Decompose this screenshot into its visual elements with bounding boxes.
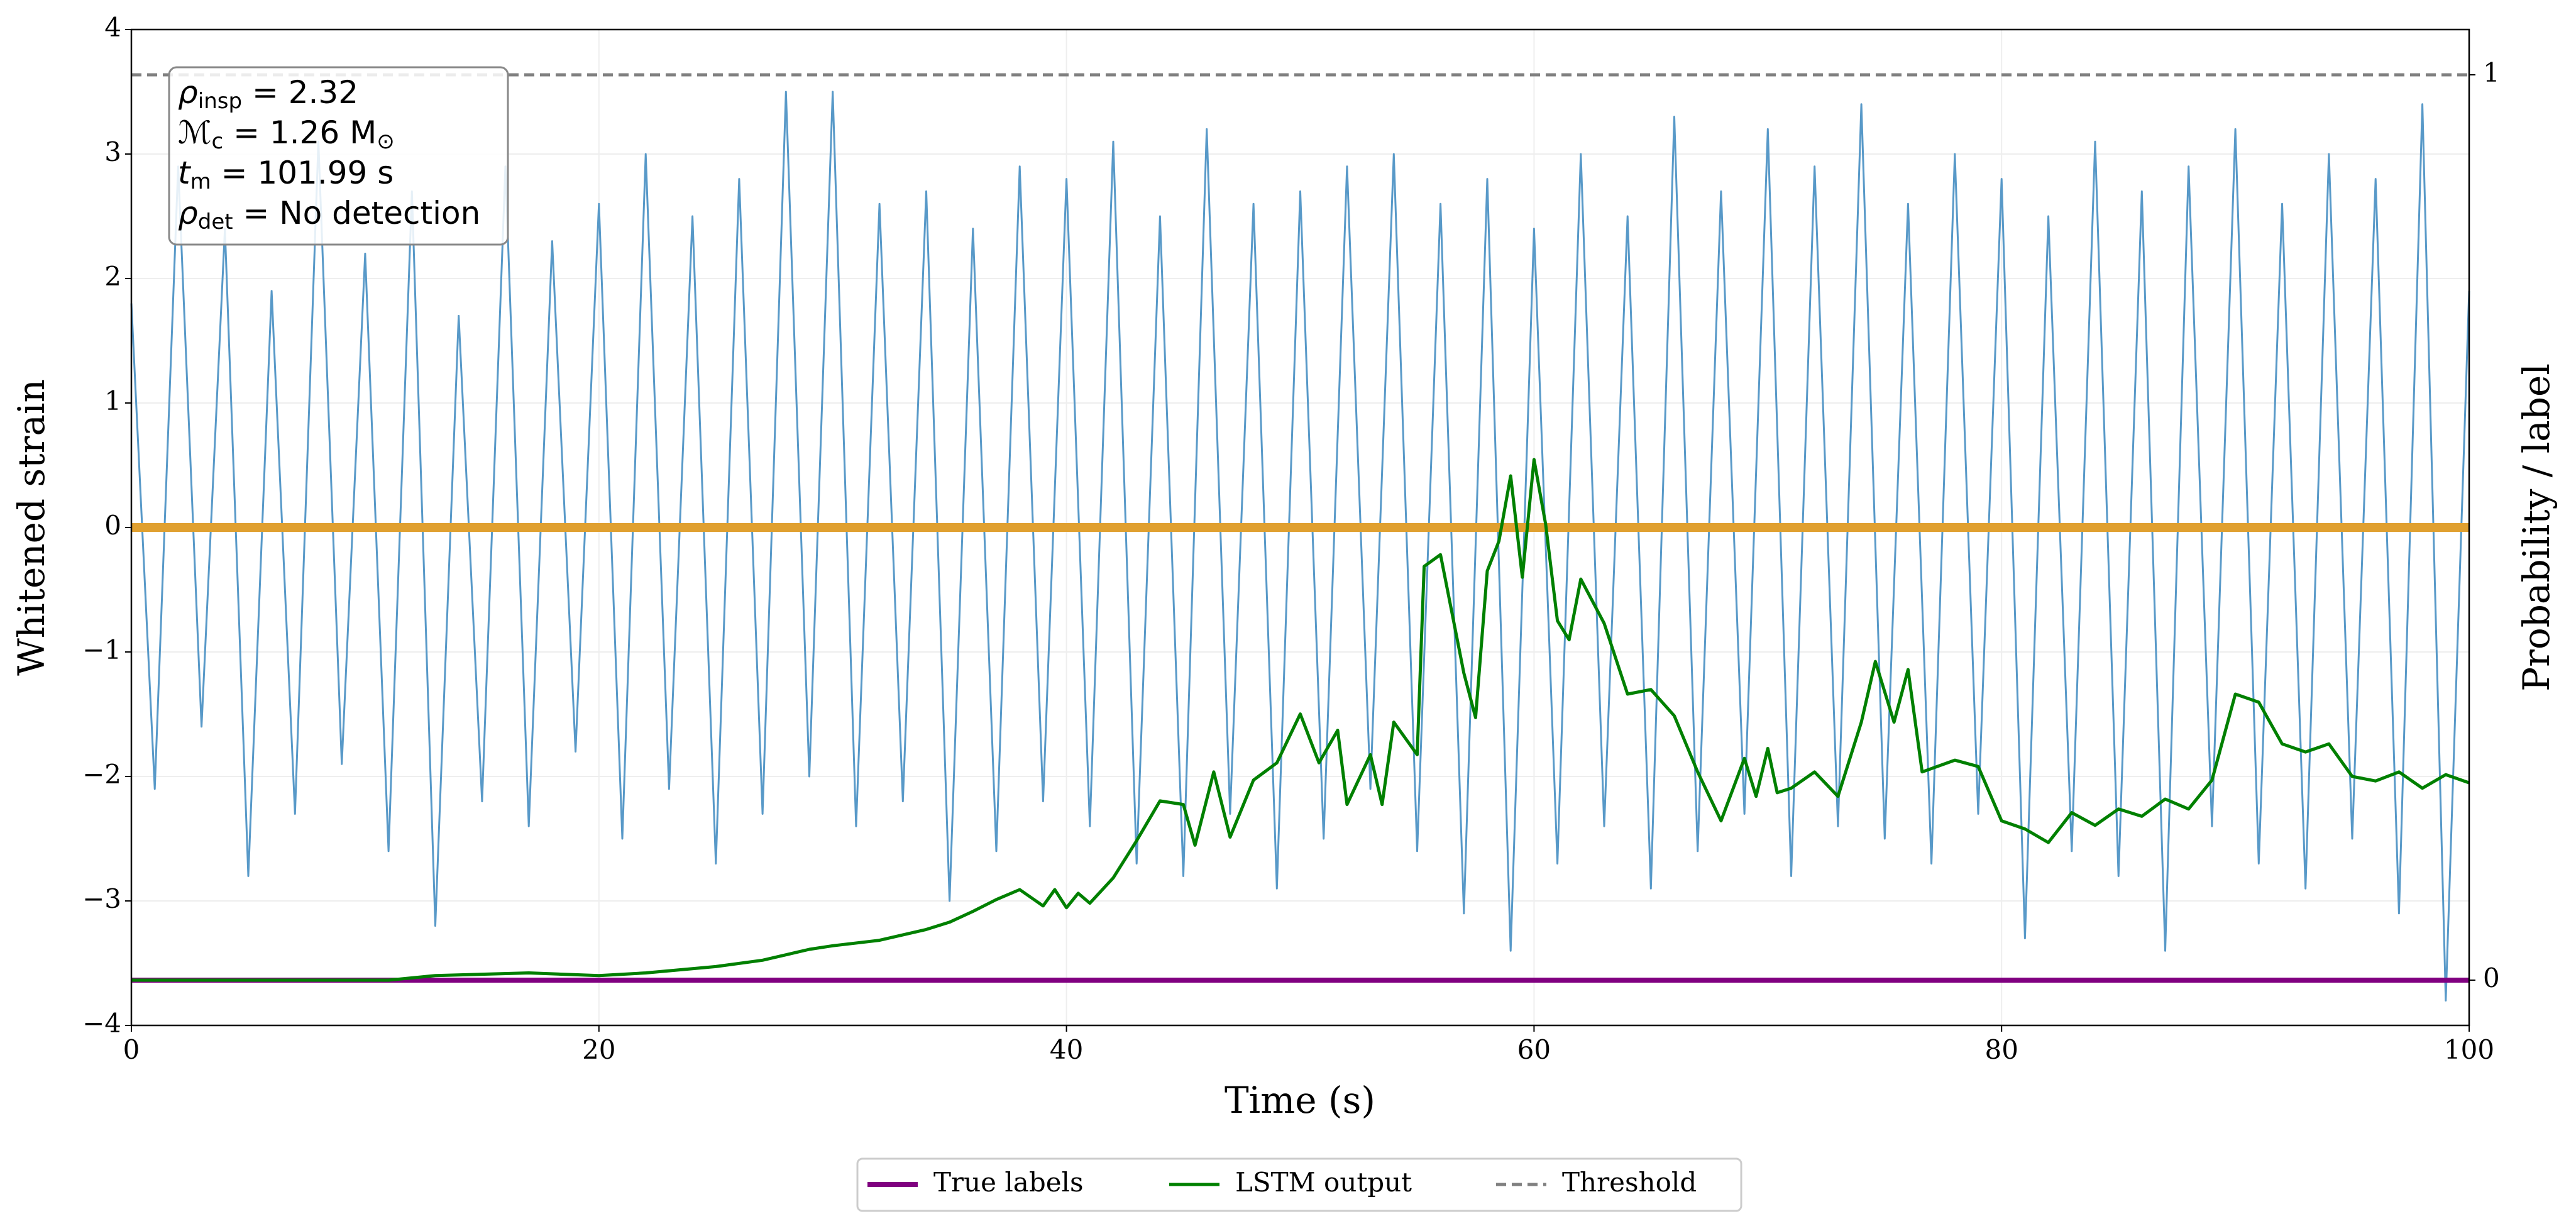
y2-tick-label: 1 (2483, 57, 2500, 88)
x-tick-label: 0 (123, 1034, 140, 1065)
x-tick-label: 20 (582, 1034, 615, 1065)
x-tick-label: 100 (2444, 1034, 2494, 1065)
y-tick-label: −3 (82, 883, 121, 914)
y-tick-label: 1 (104, 385, 121, 416)
annotation-symbol: t (178, 155, 192, 191)
annotation-value: = 1.26 M (223, 114, 377, 151)
annotation-value: = 2.32 (242, 74, 358, 111)
annotation-sub: m (190, 169, 211, 194)
legend-label: True labels (933, 1167, 1084, 1198)
legend: True labels LSTM output Threshold (856, 1157, 1742, 1212)
x-tick-label: 40 (1050, 1034, 1083, 1065)
annotation-sub: insp (198, 89, 242, 114)
annotation-box (168, 66, 509, 246)
series-line (131, 458, 2470, 982)
annotation-value: = 101.99 s (211, 155, 394, 191)
y-tick-label: 0 (104, 510, 121, 541)
y2-axis-label: Probability / label (2515, 363, 2558, 692)
y-tick-label: 3 (104, 136, 121, 167)
legend-box (856, 1157, 1742, 1212)
annotation-line: ρinsp = 2.32 (178, 74, 358, 114)
annotation-symbol: ρ (178, 195, 198, 231)
x-tick-label: 60 (1517, 1034, 1551, 1065)
annotation-symbol: ℳ (178, 114, 211, 151)
plot-frame (130, 28, 2470, 1027)
y2-tick-label: 0 (2483, 963, 2500, 993)
y-tick-label: −4 (82, 1008, 121, 1039)
legend-label: LSTM output (1235, 1167, 1412, 1198)
annotation-line: tm = 101.99 s (178, 155, 394, 194)
annotation-line: ρdet = No detection (178, 195, 480, 235)
y-axis-label: Whitened strain (10, 379, 53, 676)
annotation-value: = No detection (233, 195, 481, 231)
x-axis-label: Time (s) (1225, 1079, 1375, 1122)
annotation-line: ℳc = 1.26 M⊙ (178, 114, 395, 154)
annotation-sub: det (198, 209, 233, 235)
annotation-unit-sub: ⊙ (377, 129, 395, 154)
x-tick-label: 80 (1984, 1034, 2018, 1065)
y-tick-label: 2 (104, 261, 121, 292)
y-tick-label: −1 (82, 634, 121, 665)
strain-line (130, 91, 2470, 1002)
y-tick-label: −2 (82, 759, 121, 790)
annotation-sub: c (211, 129, 223, 154)
legend-label: Threshold (1562, 1167, 1697, 1198)
y-tick-label: 4 (104, 12, 121, 43)
annotation-symbol: ρ (178, 74, 198, 111)
